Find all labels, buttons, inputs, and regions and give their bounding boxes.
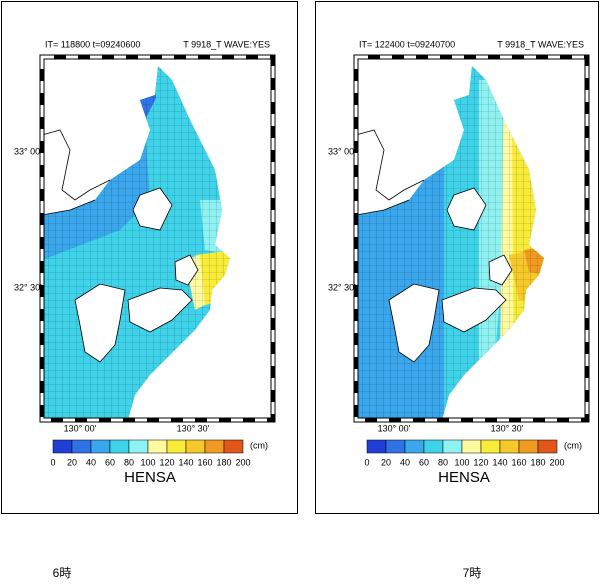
map-label: HENSA xyxy=(124,469,176,486)
colorbar-tick-label: 60 xyxy=(105,457,115,467)
colorbar-tick-label: 80 xyxy=(438,457,448,467)
land xyxy=(441,287,507,333)
panel-border xyxy=(315,1,599,514)
panel-border xyxy=(1,1,298,514)
colorbar-tick-label: 40 xyxy=(400,457,410,467)
colorbar-tick-label: 100 xyxy=(140,457,155,467)
header-left: IT= 122400 t=09240700 xyxy=(359,39,455,49)
land xyxy=(174,254,199,286)
colorbar-unit: (cm) xyxy=(250,440,268,450)
panels: IT= 118800 t=09240600 T 9918_T WAVE:YES 33… xyxy=(1,1,599,514)
grid-cells xyxy=(356,66,544,420)
colorbar-segment xyxy=(461,439,482,454)
colorbar-segment xyxy=(128,439,149,454)
coastline xyxy=(355,199,410,216)
colorbar-segment xyxy=(109,439,130,454)
colorbar-segment xyxy=(423,439,444,454)
lat-label: 33° 00' xyxy=(14,146,42,156)
colorbar-tick-label: 60 xyxy=(419,457,429,467)
header-right: T 9918_T WAVE:YES xyxy=(183,39,270,49)
colorbar-tick-label: 160 xyxy=(197,457,212,467)
panel: IT= 118800 t=09240600 T 9918_T WAVE:YES 33… xyxy=(1,1,298,514)
coastline xyxy=(41,199,96,216)
colorbar-segment xyxy=(385,439,406,454)
colorbar-tick-label: 20 xyxy=(381,457,391,467)
colorbar-tick-label: 20 xyxy=(67,457,77,467)
coastline xyxy=(355,129,425,201)
land xyxy=(74,283,126,363)
colorbar-segment xyxy=(52,439,73,454)
colorbar-segment xyxy=(537,439,558,454)
caption: 6時 xyxy=(53,566,72,580)
grid-cells xyxy=(42,66,230,420)
caption: 7時 xyxy=(463,566,482,580)
colorbar-tick-label: 40 xyxy=(86,457,96,467)
colorbar-segment xyxy=(166,439,187,454)
land xyxy=(127,287,193,333)
land xyxy=(388,283,440,363)
header-right: T 9918_T WAVE:YES xyxy=(497,39,584,49)
colorbar-segment xyxy=(223,439,244,454)
colorbar-segment xyxy=(366,439,387,454)
colorbar-tick-label: 180 xyxy=(530,457,545,467)
map-frame-dash xyxy=(40,55,275,422)
colorbar-tick-label: 180 xyxy=(216,457,231,467)
map-frame-dash xyxy=(354,55,589,422)
lat-label: 32° 30' xyxy=(328,282,356,292)
land xyxy=(446,187,487,231)
colorbar-unit: (cm) xyxy=(564,440,582,450)
colorbar-tick-label: 120 xyxy=(473,457,488,467)
colorbar-tick-label: 200 xyxy=(235,457,250,467)
header-left: IT= 118800 t=09240600 xyxy=(45,39,140,49)
colorbar-tick-label: 0 xyxy=(50,457,55,467)
land xyxy=(132,187,173,231)
coastline xyxy=(41,129,111,201)
colorbar-tick-label: 160 xyxy=(511,457,526,467)
lat-label: 32° 30' xyxy=(14,282,42,292)
lat-label: 33° 00' xyxy=(328,146,356,156)
lon-label: 130° 00' xyxy=(64,423,97,433)
sea-area xyxy=(356,66,544,420)
colorbar-segment xyxy=(185,439,206,454)
sea-area xyxy=(42,66,230,420)
map-label: HENSA xyxy=(438,469,490,486)
colorbar-segment xyxy=(71,439,92,454)
colorbar-tick-label: 200 xyxy=(549,457,564,467)
colorbar-tick-label: 80 xyxy=(124,457,134,467)
colorbar-segment xyxy=(442,439,463,454)
colorbar-segment xyxy=(480,439,501,454)
colorbar-tick-label: 0 xyxy=(364,457,369,467)
colorbar-segment xyxy=(518,439,539,454)
colorbar-segment xyxy=(404,439,425,454)
lon-label: 130° 00' xyxy=(378,423,411,433)
lon-label: 130° 30' xyxy=(491,423,524,433)
panel: IT= 122400 t=09240700 T 9918_T WAVE:YES 33… xyxy=(315,1,599,514)
colorbar-tick-label: 140 xyxy=(492,457,507,467)
colorbar-tick-label: 100 xyxy=(454,457,469,467)
colorbar-segment xyxy=(204,439,225,454)
land xyxy=(488,254,513,286)
colorbar-segment xyxy=(147,439,168,454)
colorbar-segment xyxy=(499,439,520,454)
colorbar-tick-label: 120 xyxy=(159,457,174,467)
lon-label: 130° 30' xyxy=(177,423,210,433)
colorbar-segment xyxy=(90,439,111,454)
colorbar-tick-label: 140 xyxy=(178,457,193,467)
